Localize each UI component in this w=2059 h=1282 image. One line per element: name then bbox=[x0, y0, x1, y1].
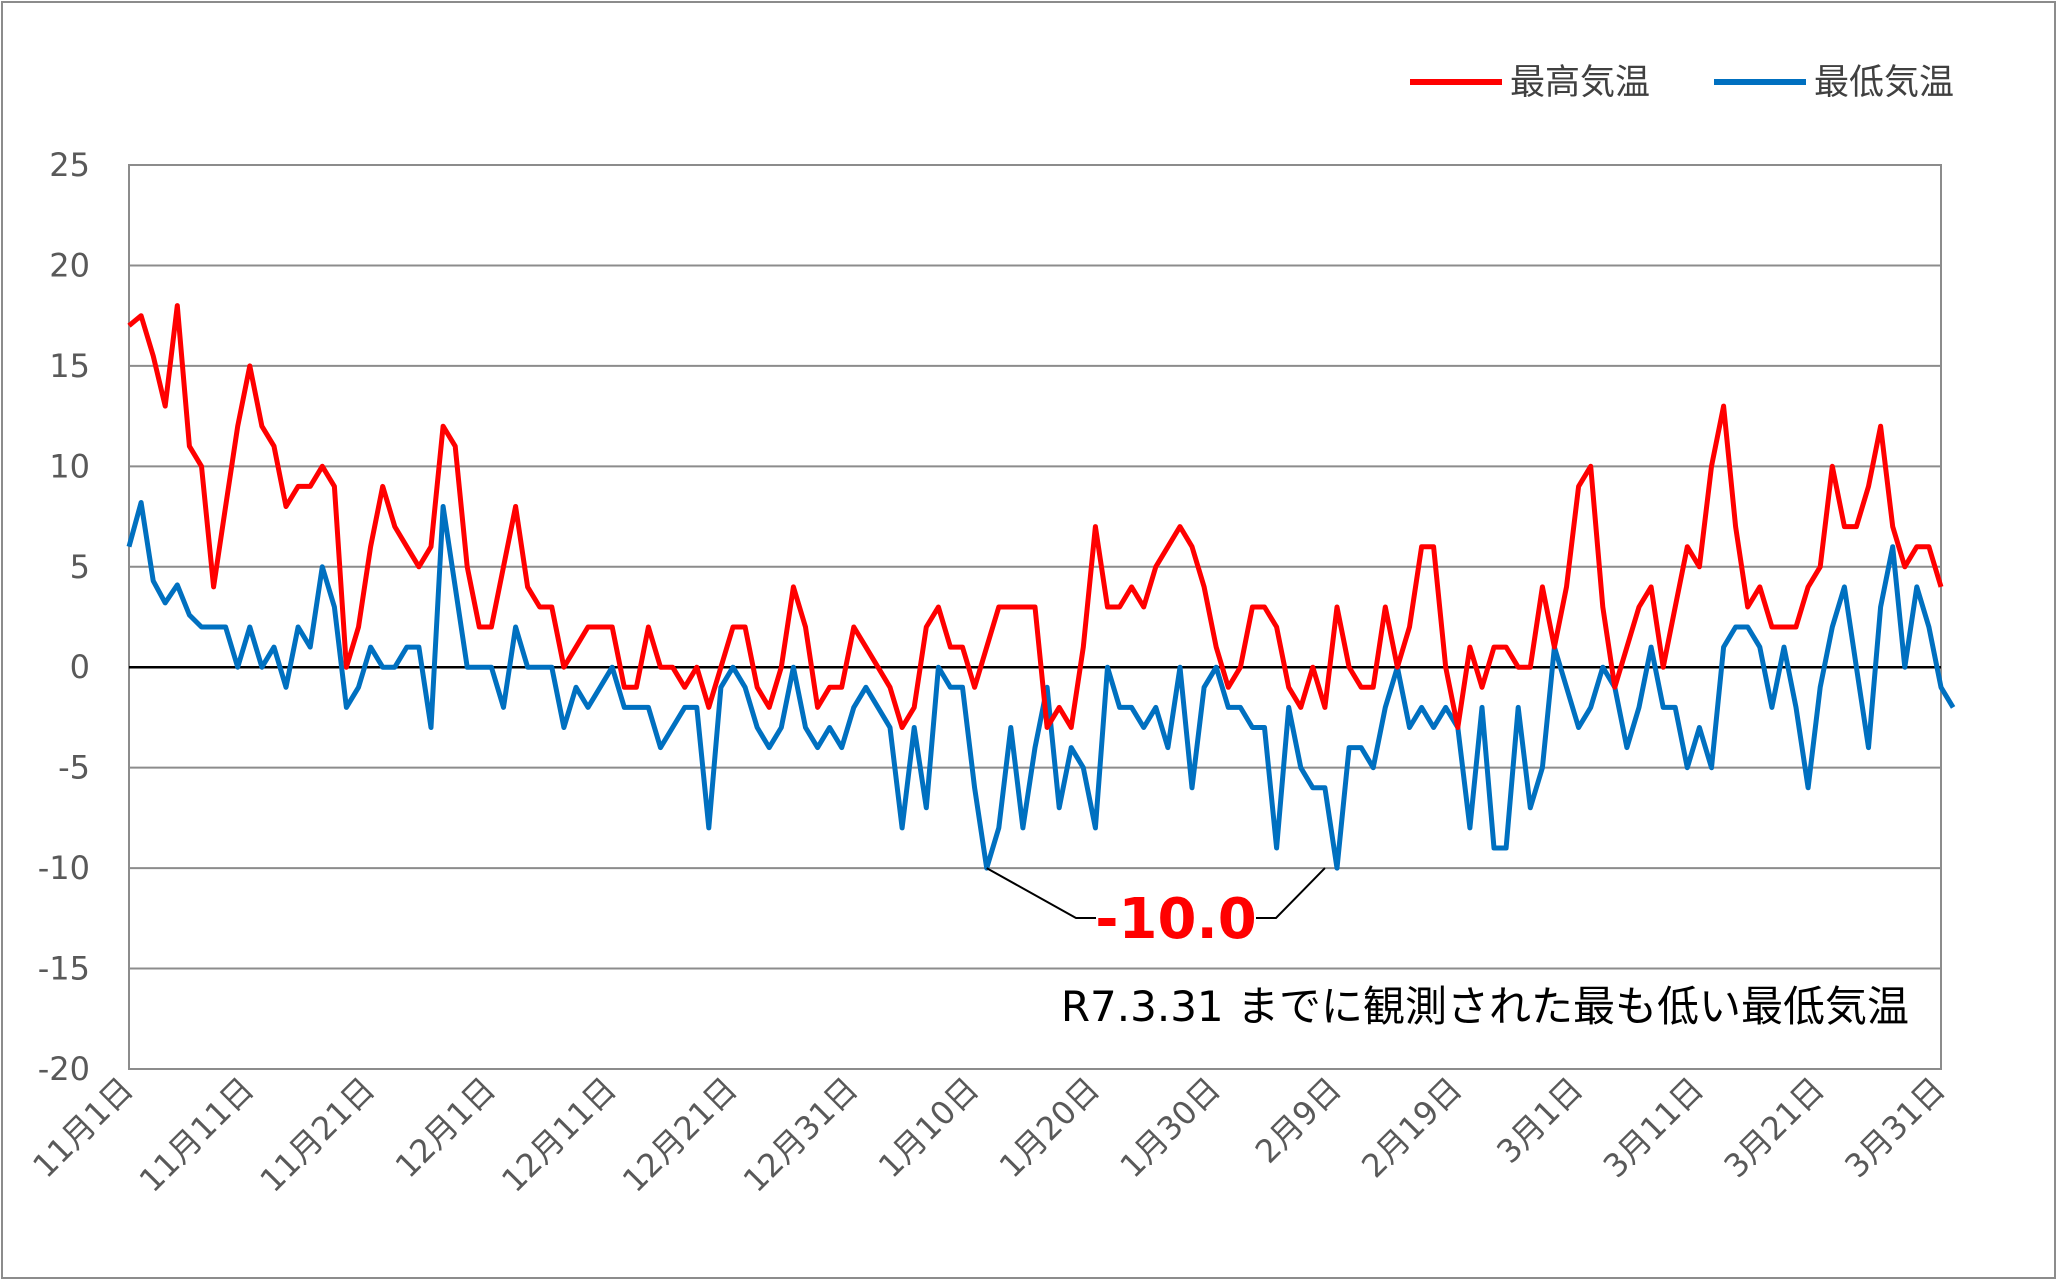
min-value-callout: -10.0 bbox=[1095, 887, 1256, 952]
y-axis-ticks: 25 20 15 10 5 0 -5 -10 -15 -20 bbox=[38, 146, 90, 1088]
gridlines bbox=[129, 264, 1941, 970]
callout-leader-left bbox=[986, 867, 1096, 919]
y-tick-label: -10 bbox=[38, 849, 90, 887]
x-tick-label: 3月21日 bbox=[1717, 1070, 1832, 1185]
x-tick-label: 11月21日 bbox=[253, 1070, 383, 1200]
y-tick-label: 25 bbox=[49, 146, 90, 184]
plot-area bbox=[128, 164, 1942, 1070]
annotation: -10.0 R7.3.31 までに観測された最も低い最低気温 bbox=[986, 867, 1909, 1031]
x-tick-label: 12月31日 bbox=[736, 1070, 866, 1200]
y-tick-label: -20 bbox=[38, 1050, 90, 1088]
y-tick-label: 5 bbox=[70, 548, 90, 586]
y-tick-label: -5 bbox=[58, 749, 90, 787]
x-tick-label: 2月19日 bbox=[1354, 1070, 1469, 1185]
x-tick-label: 11月11日 bbox=[132, 1070, 262, 1200]
y-tick-label: 20 bbox=[49, 246, 90, 284]
legend: 最高気温 最低気温 bbox=[1410, 63, 1954, 103]
x-tick-label: 2月9日 bbox=[1248, 1070, 1349, 1171]
x-tick-label: 3月31日 bbox=[1837, 1070, 1952, 1185]
y-tick-label: 15 bbox=[49, 347, 90, 385]
x-tick-label: 12月11日 bbox=[494, 1070, 624, 1200]
y-tick-label: 0 bbox=[70, 648, 90, 686]
legend-label: 最高気温 bbox=[1510, 63, 1650, 103]
y-tick-label: -15 bbox=[38, 950, 90, 988]
x-tick-label: 12月1日 bbox=[388, 1070, 503, 1185]
min-temp-note: R7.3.31 までに観測された最も低い最低気温 bbox=[1061, 982, 1909, 1031]
x-tick-label: 3月11日 bbox=[1596, 1070, 1711, 1185]
x-tick-label: 1月30日 bbox=[1113, 1070, 1228, 1185]
x-tick-label: 1月20日 bbox=[992, 1070, 1107, 1185]
series-line bbox=[127, 303, 1944, 730]
x-tick-label: 3月1日 bbox=[1489, 1070, 1590, 1171]
callout-leader-right bbox=[1256, 867, 1326, 919]
x-tick-label: 12月21日 bbox=[615, 1070, 745, 1200]
series-lines bbox=[126, 303, 1956, 871]
series-line bbox=[126, 500, 1956, 871]
y-tick-label: 10 bbox=[49, 447, 90, 485]
x-tick-label: 1月10日 bbox=[871, 1070, 986, 1185]
legend-label: 最低気温 bbox=[1814, 63, 1954, 103]
